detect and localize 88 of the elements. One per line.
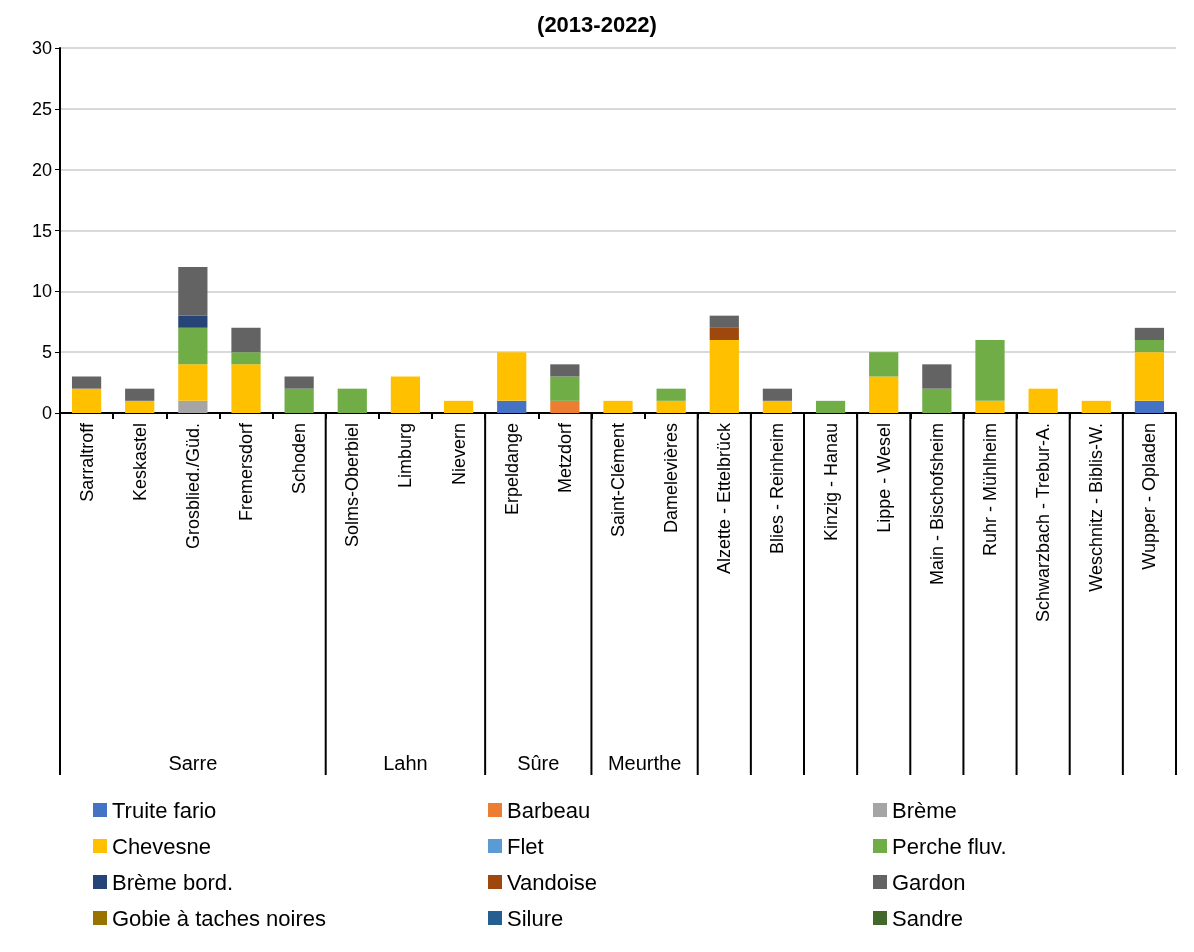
bar — [869, 352, 899, 377]
bar — [178, 267, 208, 316]
bar — [337, 388, 367, 413]
bar — [178, 327, 208, 365]
legend-label: Chevesne — [112, 833, 212, 859]
legend-label: Gardon — [892, 869, 966, 895]
x-tick-label: Erpeldange — [501, 423, 522, 516]
x-tick-label: Schwarzbach - Trebur-A. — [1033, 423, 1054, 623]
bar — [125, 388, 155, 401]
text: Sarre — [168, 752, 218, 774]
x-tick-label: Saint-Clément — [608, 423, 628, 538]
x-tick-label: Limburg — [395, 423, 416, 489]
bar — [550, 364, 580, 377]
x-tick-label: Fremersdorf — [236, 422, 256, 522]
bar — [975, 400, 1005, 413]
legend-label: Vandoise — [507, 869, 598, 895]
bar — [709, 315, 739, 328]
bar — [1028, 388, 1058, 413]
bar — [550, 400, 580, 413]
bar — [1081, 400, 1111, 413]
x-tick-label: Wupper - Opladen — [1139, 423, 1160, 570]
y-tick-label: 30 — [31, 38, 52, 58]
bar — [1134, 340, 1165, 353]
bar — [178, 364, 208, 401]
x-tick-label: Kinzig - Hanau — [820, 423, 841, 542]
bar — [656, 400, 686, 413]
bar — [125, 400, 155, 413]
legend-label: Gobie à taches noires — [112, 905, 327, 931]
legend-label: Brème bord. — [112, 869, 234, 895]
bar — [497, 352, 527, 401]
bar — [231, 364, 261, 413]
x-tick-label: Damelevières — [661, 423, 682, 534]
bar — [231, 327, 261, 353]
bar — [656, 388, 686, 401]
legend-label: Brème — [892, 797, 957, 823]
legend-label: Perche fluv. — [892, 833, 1007, 859]
y-tick-label: 20 — [31, 159, 52, 180]
x-tick-label: Nievern — [448, 423, 469, 486]
text: Lahn — [383, 752, 428, 774]
y-tick-label: 0 — [41, 403, 52, 423]
bar — [709, 340, 739, 413]
bar — [443, 400, 474, 413]
x-tick-label: Alzette - Ettelbrück — [714, 422, 735, 575]
bar — [709, 327, 739, 340]
y-tick-label: 15 — [31, 220, 52, 241]
x-tick-label: Solms-Oberbiel — [342, 423, 363, 548]
bar — [497, 400, 527, 413]
legend-label: Truite fario — [112, 797, 217, 823]
x-tick-label: Metzdorf — [554, 422, 575, 494]
bar — [284, 376, 314, 389]
chart-title: (2013-2022) — [537, 11, 657, 37]
bar — [178, 315, 208, 328]
bar — [284, 388, 314, 413]
x-tick-label: Blies - Reinheim — [767, 423, 788, 555]
y-tick-label: 25 — [31, 98, 52, 119]
y-tick-label: 10 — [31, 281, 52, 302]
legend-label: Silure — [507, 905, 564, 931]
text: Meurthe — [607, 752, 682, 774]
x-tick-label: Grosblied./Güd. — [182, 423, 203, 550]
legend-label: Sandre — [892, 905, 963, 931]
bar — [762, 400, 793, 413]
bar — [550, 376, 580, 401]
x-tick-label: Keskastel — [129, 423, 150, 502]
text: Sûre — [517, 752, 560, 774]
x-tick-label: Lippe - Wesel — [873, 423, 894, 533]
bar — [603, 400, 633, 413]
x-tick-label: Schoden — [289, 423, 310, 495]
bar — [869, 376, 899, 413]
bar — [922, 364, 952, 389]
x-tick-label: Sarraltroff — [76, 422, 97, 502]
bar — [975, 340, 1005, 401]
x-tick-label: Weschnitz - Biblis-W. — [1086, 423, 1107, 592]
bar — [815, 400, 846, 413]
legend-label: Barbeau — [507, 797, 591, 823]
bar — [1134, 400, 1165, 413]
bar — [762, 388, 793, 401]
bar — [390, 376, 421, 413]
legend-label: Flet — [507, 833, 544, 859]
bar — [231, 352, 261, 365]
bar — [71, 388, 102, 413]
x-tick-label: Ruhr - Mühlheim — [980, 423, 1000, 557]
bar — [922, 388, 952, 413]
bar — [178, 400, 208, 413]
bar — [71, 376, 102, 389]
x-tick-label: Main - Bischofsheim — [926, 423, 947, 586]
bar — [1134, 327, 1165, 340]
bar — [1134, 352, 1165, 401]
y-tick-label: 5 — [41, 342, 52, 363]
